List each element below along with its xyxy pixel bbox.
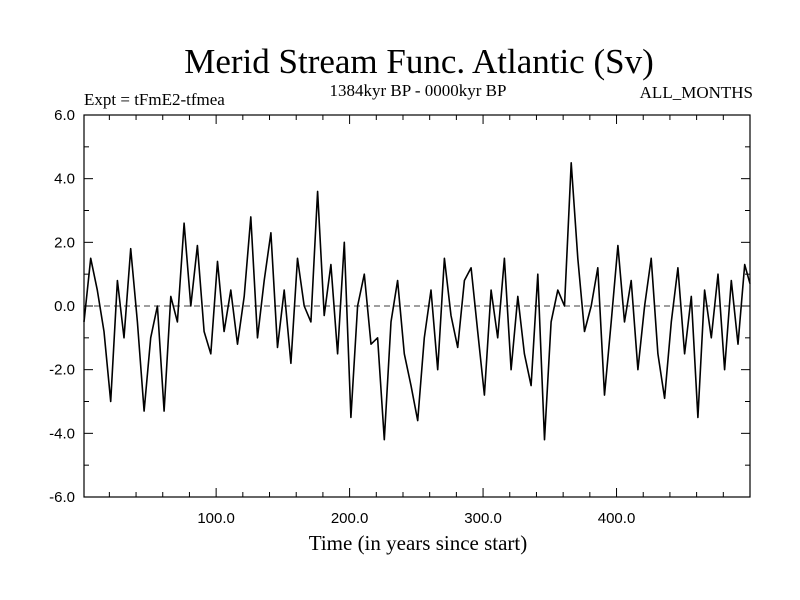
y-tick-label: 4.0 (54, 171, 75, 188)
y-tick-label: 0.0 (54, 298, 75, 315)
x-tick-label: 300.0 (464, 510, 502, 527)
chart-subtitle-left: Expt = tFmE2-tfmea (84, 90, 225, 109)
y-tick-label: 6.0 (54, 107, 75, 124)
y-tick-label: -2.0 (49, 362, 75, 379)
chart-title: Merid Stream Func. Atlantic (Sv) (184, 42, 654, 81)
x-tick-label: 400.0 (598, 510, 636, 527)
chart-subtitle-center: 1384kyr BP - 0000kyr BP (330, 81, 507, 100)
x-axis-label: Time (in years since start) (309, 531, 528, 555)
y-tick-label: -4.0 (49, 425, 75, 442)
data-series-line (83, 162, 751, 441)
chart-subtitle-right: ALL_MONTHS (640, 83, 753, 102)
y-tick-label: -6.0 (49, 489, 75, 506)
y-tick-label: 2.0 (54, 234, 75, 251)
x-tick-label: 100.0 (197, 510, 235, 527)
plot-frame (83, 114, 751, 498)
x-tick-label: 200.0 (331, 510, 369, 527)
